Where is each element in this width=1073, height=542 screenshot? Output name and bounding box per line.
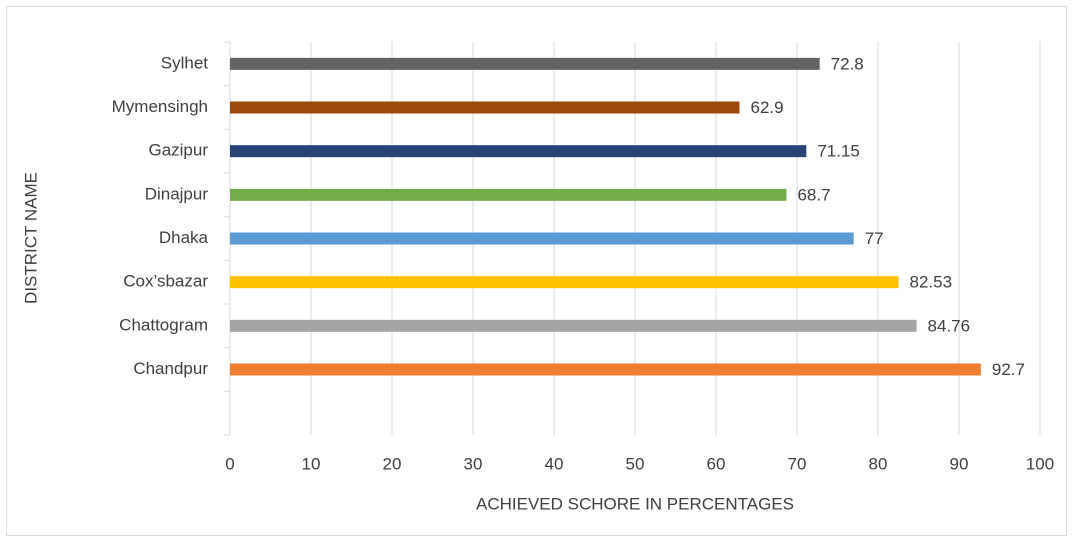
value-label: 77: [865, 229, 884, 248]
bar: [230, 363, 981, 376]
x-tick-label: 100: [1026, 454, 1054, 473]
value-label: 72.8: [831, 54, 864, 73]
y-tick-label: Mymensingh: [112, 97, 208, 116]
bar: [230, 276, 899, 289]
bar: [230, 145, 807, 158]
x-tick-label: 50: [626, 454, 645, 473]
value-label: 68.7: [797, 185, 830, 204]
y-tick-label: Gazipur: [148, 141, 208, 160]
bar: [230, 319, 917, 332]
bar: [230, 101, 740, 114]
y-tick-label: Sylhet: [161, 53, 209, 72]
x-tick-label: 60: [707, 454, 726, 473]
value-label: 82.53: [909, 273, 952, 292]
x-tick-label: 40: [545, 454, 564, 473]
y-tick-label: Chattogram: [119, 315, 208, 334]
y-axis-label: DISTRICT NAME: [21, 172, 40, 304]
bar: [230, 188, 787, 201]
value-label: 62.9: [750, 98, 783, 117]
x-tick-label: 80: [869, 454, 888, 473]
x-tick-label: 90: [950, 454, 969, 473]
chart-frame: [6, 6, 1067, 536]
bar: [230, 232, 854, 245]
x-tick-label: 10: [302, 454, 321, 473]
value-label: 71.15: [817, 142, 860, 161]
bar: [230, 57, 820, 70]
y-tick-label: Dhaka: [159, 228, 209, 247]
x-axis-label: ACHIEVED SCHORE IN PERCENTAGES: [476, 494, 794, 513]
x-tick-label: 30: [464, 454, 483, 473]
y-tick-label: Cox’sbazar: [123, 272, 208, 291]
y-tick-label: Dinajpur: [145, 184, 209, 203]
value-label: 92.7: [992, 360, 1025, 379]
x-tick-label: 0: [225, 454, 234, 473]
x-tick-label: 70: [788, 454, 807, 473]
value-label: 84.76: [928, 316, 971, 335]
y-tick-label: Chandpur: [133, 359, 208, 378]
x-tick-label: 20: [383, 454, 402, 473]
